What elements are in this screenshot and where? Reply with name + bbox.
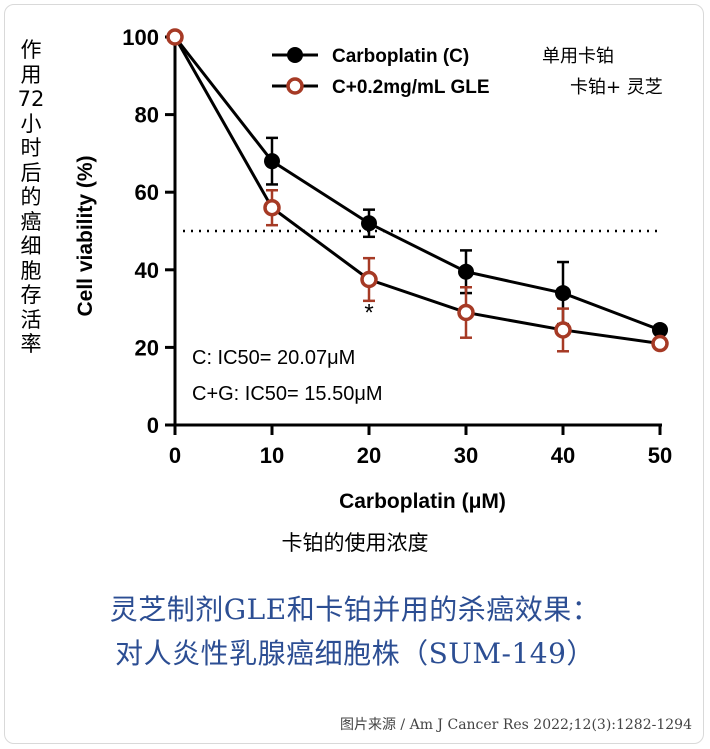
x-axis-title: Carboplatin (μM) [339,490,506,513]
legend-label-combination: C+0.2mg/mL GLE [332,77,490,98]
y-tick-label: 60 [135,180,159,205]
data-point [555,285,571,302]
legend-label-carboplatin-cn: 单用卡铂 [542,46,614,67]
series-1 [167,29,668,338]
significance-star: * [364,299,373,326]
y-tick-label: 0 [147,413,159,438]
x-tick-label: 0 [169,443,181,468]
y-tick-label: 100 [122,25,159,50]
data-point [264,153,280,170]
y-axis-chinese-label: 作用72小时后的癌细胞存活率 [17,38,45,356]
x-tick-label: 10 [260,443,284,468]
data-point [458,263,474,280]
x-tick-label: 20 [357,443,381,468]
x-tick-label: 50 [648,443,672,468]
series-line [173,36,661,332]
y-tick-label: 20 [135,335,159,360]
data-point [361,215,377,232]
figure-card [4,4,704,744]
x-tick-label: 30 [454,443,478,468]
caption-line-2: 对人炎性乳腺癌细胞株（SUM-149） [115,637,595,670]
data-point [652,321,668,338]
data-point [263,198,281,217]
data-point [457,303,475,322]
ic50-combination: C+G: IC50= 15.50μM [192,383,383,405]
legend-marker-open [286,77,304,95]
y-axis-title: Cell viability (%) [74,155,97,316]
data-point [554,321,572,339]
x-axis-chinese-label: 卡铂的使用浓度 [281,531,429,555]
legend-label-combination-cn: 卡铂+ 灵芝 [570,77,663,98]
x-tick-label: 40 [551,443,575,468]
cell-viability-chart: 0 20 40 60 80 100 0 10 20 30 40 50 Carboplatin (μM) C… [74,25,672,513]
series-line [173,36,661,346]
data-point [360,270,378,289]
legend-label-carboplatin: Carboplatin (C) [332,46,469,67]
y-tick-label: 40 [135,258,159,283]
ic50-carboplatin: C: IC50= 20.07μM [192,347,355,369]
image-source: 图片来源 / Am J Cancer Res 2022;12(3):1282-1… [339,717,692,733]
series-2 [166,28,669,353]
data-point [166,28,184,46]
legend-marker-filled [287,47,303,63]
caption-line-1: 灵芝制剂GLE和卡铂并用的杀癌效果： [109,593,601,626]
data-point [651,334,669,353]
y-tick-label: 80 [135,103,159,128]
